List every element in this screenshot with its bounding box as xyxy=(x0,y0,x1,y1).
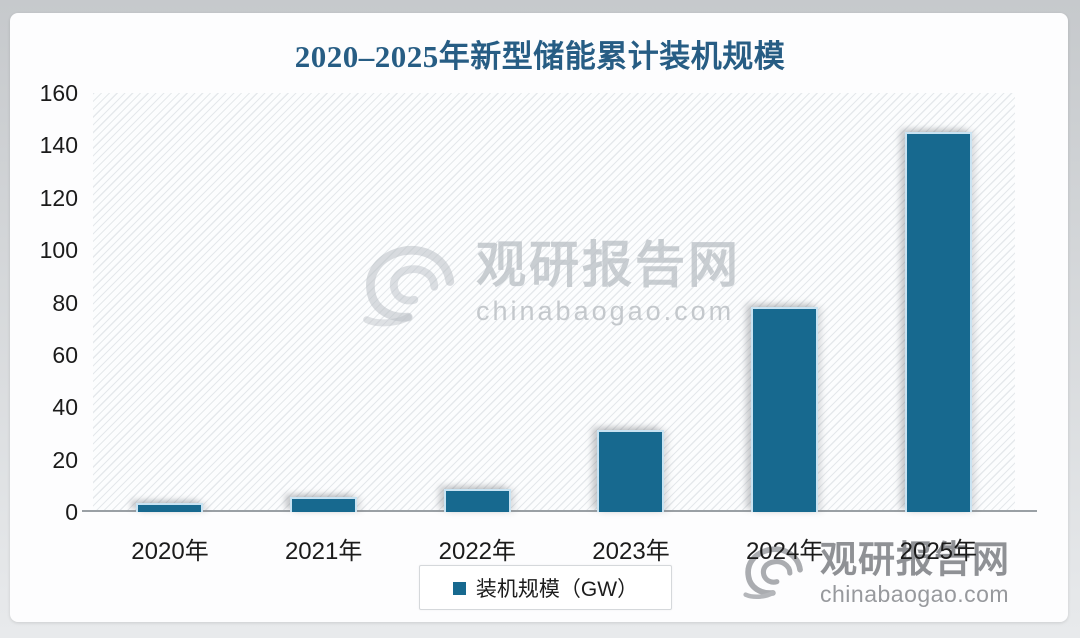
legend: 装机规模（GW） xyxy=(419,565,672,610)
plot-area xyxy=(93,93,1015,512)
y-axis-zero-tick xyxy=(82,510,92,512)
legend-marker-icon xyxy=(452,582,466,595)
x-axis-line xyxy=(84,510,1037,512)
legend-label: 装机规模（GW） xyxy=(475,577,639,601)
chart-title: 2020–2025年新型储能累计装机规模 xyxy=(294,39,786,74)
